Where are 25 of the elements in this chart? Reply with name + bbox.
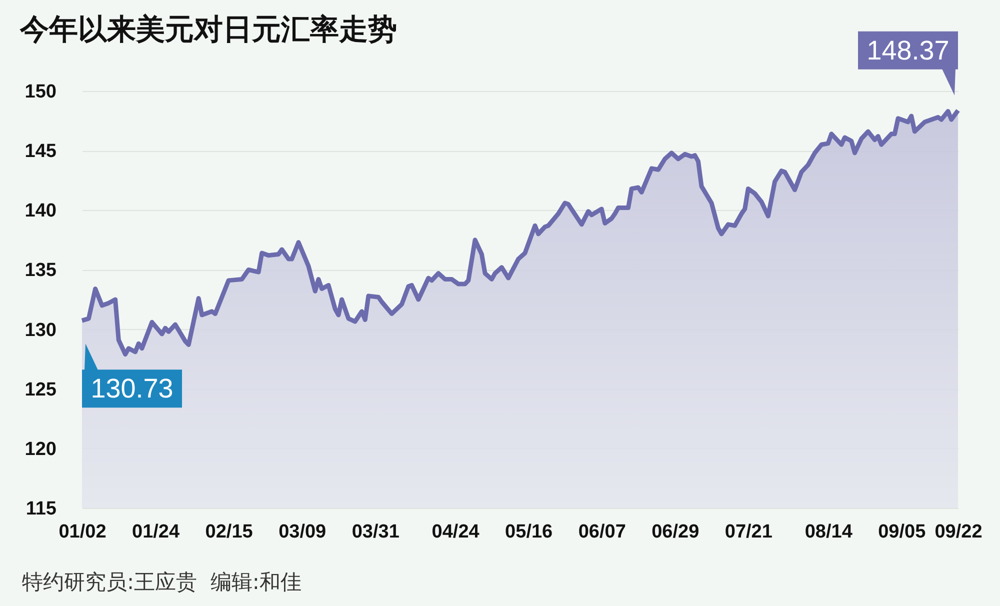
chart-title: 今年以来美元对日元汇率走势 <box>20 11 397 48</box>
x-tick-label: 03/09 <box>278 522 326 542</box>
x-tick-label: 03/31 <box>352 522 400 542</box>
x-tick-label: 06/07 <box>578 522 626 542</box>
x-tick-label: 05/16 <box>505 522 553 542</box>
y-tick-label: 125 <box>24 379 57 400</box>
x-tick-label: 02/15 <box>205 522 254 542</box>
x-tick-label: 07/21 <box>724 522 773 542</box>
x-tick-label: 09/05 <box>878 522 926 542</box>
annotation: 130.73 <box>90 374 174 404</box>
y-tick-label: 120 <box>24 438 56 460</box>
x-tick-label: 08/14 <box>804 522 853 542</box>
y-tick-label: 115 <box>26 498 57 520</box>
x-tick-label: 01/24 <box>132 522 180 542</box>
y-tick-label: 145 <box>24 141 57 162</box>
text: 特约研究员:王应贵 编辑:和佳 <box>22 569 302 596</box>
x-tick-label: 09/22 <box>934 522 982 542</box>
y-tick-label: 150 <box>24 82 56 102</box>
y-tick-label: 140 <box>24 200 56 222</box>
x-tick-label: 04/24 <box>432 522 480 542</box>
annotation: 148.37 <box>866 35 950 66</box>
x-tick-label: 01/02 <box>58 522 106 542</box>
y-tick-label: 130 <box>24 320 56 341</box>
y-tick-label: 135 <box>24 260 57 282</box>
x-tick-label: 06/29 <box>652 522 700 542</box>
